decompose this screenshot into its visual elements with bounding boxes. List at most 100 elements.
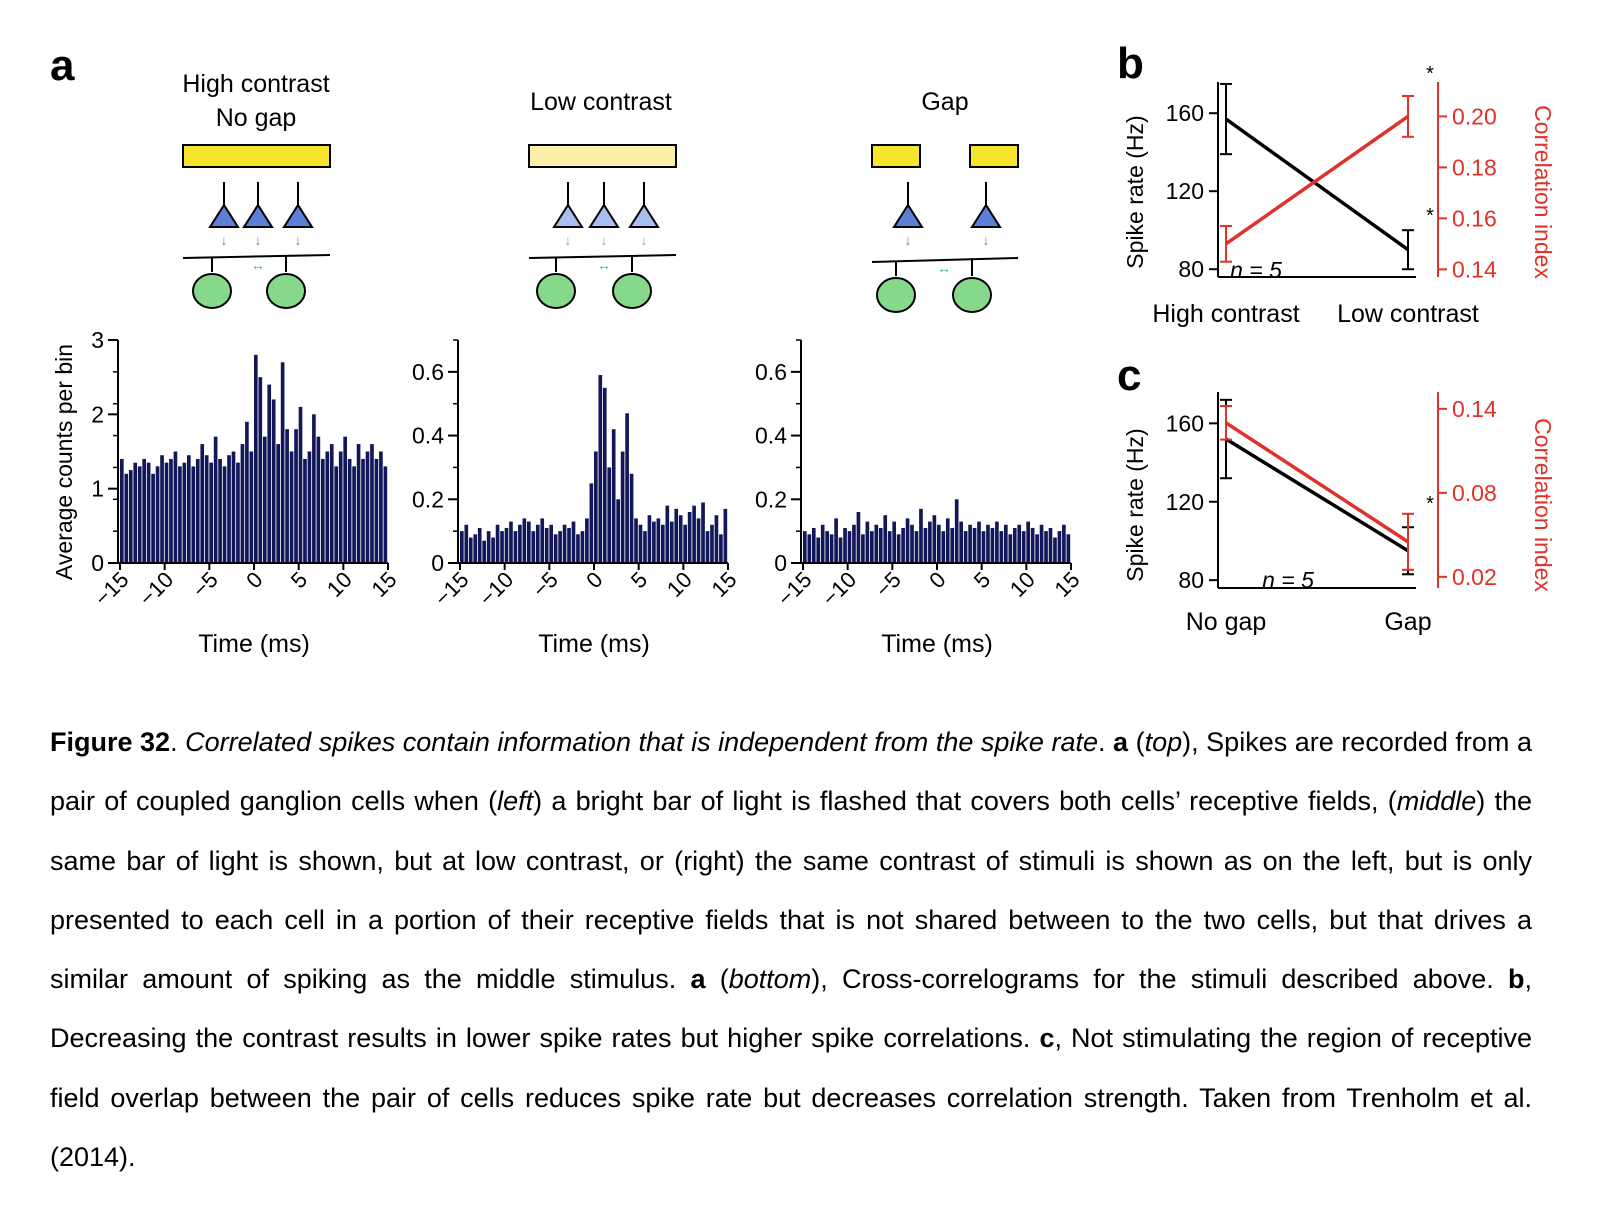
histogram-bar <box>714 515 719 563</box>
histogram-bar <box>696 518 701 563</box>
caption-text: ) a bright bar of light is flashed that … <box>533 786 1397 817</box>
ganglion-cell-icon <box>876 277 916 313</box>
x-axis-label: Time (ms) <box>881 630 993 658</box>
histogram-bar <box>959 521 963 563</box>
histogram-bar <box>692 505 696 563</box>
panel-b-line-chart: 80 120 160 0.14 0.16 0.18 0.20 High contrast Low… <box>1152 82 1497 328</box>
histogram-bar <box>874 524 879 563</box>
ganglion-cell-icon <box>536 273 576 309</box>
histogram-bar <box>652 521 656 563</box>
histogram-bar <box>1021 531 1026 563</box>
histogram-bar <box>361 458 365 563</box>
histogram-bar <box>602 387 607 563</box>
right-tick-label: 0.02 <box>1452 564 1497 590</box>
bipolar-triangle-icon <box>552 203 584 228</box>
histogram-bar <box>1026 521 1030 563</box>
histogram-bar <box>374 458 379 563</box>
caption-text: , Not stimulating the region of receptiv… <box>50 1023 1532 1173</box>
histogram-bar <box>473 534 478 563</box>
light-bar <box>528 144 677 168</box>
panel-b-y-axis-label-left: Spike rate (Hz) <box>1122 115 1148 268</box>
panel-b-n-annotation: n = 5 <box>1230 257 1282 283</box>
caption-italic: left <box>497 786 534 817</box>
histogram-bar <box>620 451 625 563</box>
histogram-bar <box>535 524 540 563</box>
histogram-bar <box>923 527 928 563</box>
histogram-bar <box>656 518 661 563</box>
histogram-bar <box>999 531 1004 563</box>
histogram-bar <box>865 521 870 563</box>
histogram-bar <box>719 534 723 563</box>
histogram-bar <box>634 518 638 563</box>
histogram-bar <box>981 531 986 563</box>
histogram-bar <box>963 531 968 563</box>
histogram-bar <box>678 515 683 563</box>
histogram-bar <box>607 467 612 563</box>
x-tick-label: 15 <box>367 567 402 602</box>
histogram-y-axis-label: Average counts per bin <box>51 344 77 580</box>
histogram-bar <box>1044 531 1048 563</box>
y-tick-label: 0 <box>91 550 104 576</box>
y-tick-label: 0.4 <box>755 423 787 449</box>
histogram-bar <box>811 527 816 563</box>
stimulus-title-line1: High contrast <box>182 70 329 98</box>
x-tick-label: 0 <box>924 567 950 593</box>
histogram-bar <box>1035 534 1039 563</box>
caption-panel-ref: a <box>1113 727 1129 757</box>
histogram-bar <box>464 524 469 563</box>
histogram-bar <box>829 534 834 563</box>
panel-c-n-annotation: n = 5 <box>1262 567 1314 593</box>
x-tick-label: 5 <box>626 567 652 593</box>
histogram-bar <box>847 531 852 563</box>
arrow-down-icon: ↓ <box>565 232 572 248</box>
caption-text: ( <box>1128 727 1145 757</box>
histogram-bar <box>705 531 710 563</box>
caption-text: . <box>1097 727 1114 757</box>
histogram-bar <box>932 515 937 563</box>
stimulus-title-line2: No gap <box>216 104 297 132</box>
panel-c-y-axis-label-right: Correlation index <box>1530 418 1556 592</box>
histogram-bar <box>321 458 325 563</box>
caption-figure-label: Figure 32 <box>50 727 171 757</box>
x-tick-label: 10 <box>662 567 697 602</box>
right-tick-label: 0.20 <box>1452 103 1497 129</box>
caption-title: Correlated spikes contain information th… <box>185 727 1098 757</box>
left-tick-label: 120 <box>1166 489 1204 515</box>
histogram-bar <box>852 524 856 563</box>
histogram-bar <box>231 451 236 563</box>
caption-text: , Decreasing the contrast results in low… <box>50 964 1532 1054</box>
histogram-bar <box>271 399 276 563</box>
right-tick-label: 0.16 <box>1452 205 1497 231</box>
histogram-bar <box>638 524 643 563</box>
ganglion-cell-icon <box>192 273 232 309</box>
histogram-bar <box>571 521 576 563</box>
histogram-bar <box>954 499 959 563</box>
histogram-bar <box>151 473 155 563</box>
histogram-bar <box>482 540 486 563</box>
histogram-bar <box>240 444 245 563</box>
histogram-bar <box>843 527 847 563</box>
arrow-down-icon: ↓ <box>255 232 262 248</box>
histogram-bar <box>338 451 343 563</box>
histogram-bar <box>589 483 594 563</box>
x-tick-label: 10 <box>1005 567 1040 602</box>
left-tick-label: 120 <box>1166 178 1204 204</box>
bipolar-triangle-icon <box>282 203 314 228</box>
category-label: Gap <box>1384 608 1431 636</box>
histogram-bar <box>928 521 932 563</box>
histogram-bar <box>553 534 558 563</box>
histogram-bar <box>803 531 807 563</box>
histogram-bar <box>531 531 536 563</box>
histogram-bar <box>905 518 910 563</box>
caption-text: . <box>170 727 186 757</box>
histogram-bar <box>611 429 616 563</box>
histogram-bar <box>504 527 509 563</box>
histogram-bar <box>687 512 692 563</box>
histogram-bar <box>334 466 339 563</box>
histogram-bar <box>710 524 714 563</box>
x-axis-label: Time (ms) <box>538 630 650 658</box>
histogram-bar <box>160 455 164 563</box>
light-bar-left <box>871 144 921 168</box>
histogram-bar <box>173 451 178 563</box>
